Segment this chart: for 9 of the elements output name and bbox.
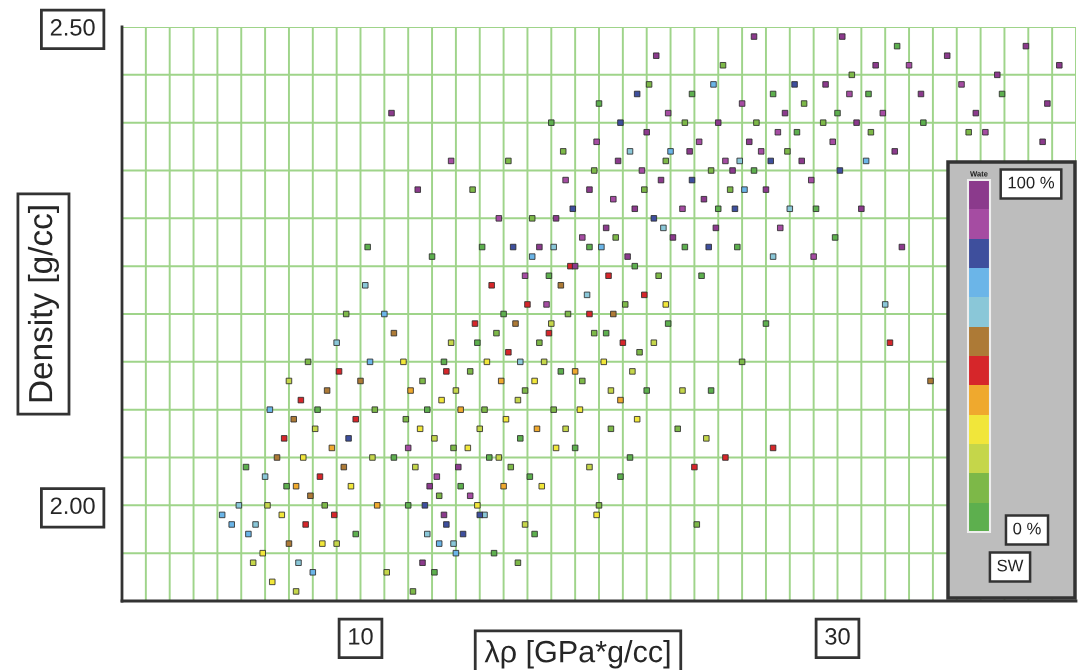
- annotation: 0 %: [1013, 522, 1041, 535]
- y-axis-title: Density [g/cc]: [27, 206, 59, 402]
- x-tick-label: 30: [825, 628, 850, 645]
- annotation: 100 %: [1008, 176, 1055, 189]
- annotation: SW: [997, 559, 1024, 572]
- x-tick-label: 10: [349, 628, 373, 645]
- y-tick-label: 2.00: [50, 497, 95, 515]
- x-axis-title: λρ [GPa*g/cc]: [484, 640, 670, 669]
- y-tick-label: 2.50: [50, 19, 95, 36]
